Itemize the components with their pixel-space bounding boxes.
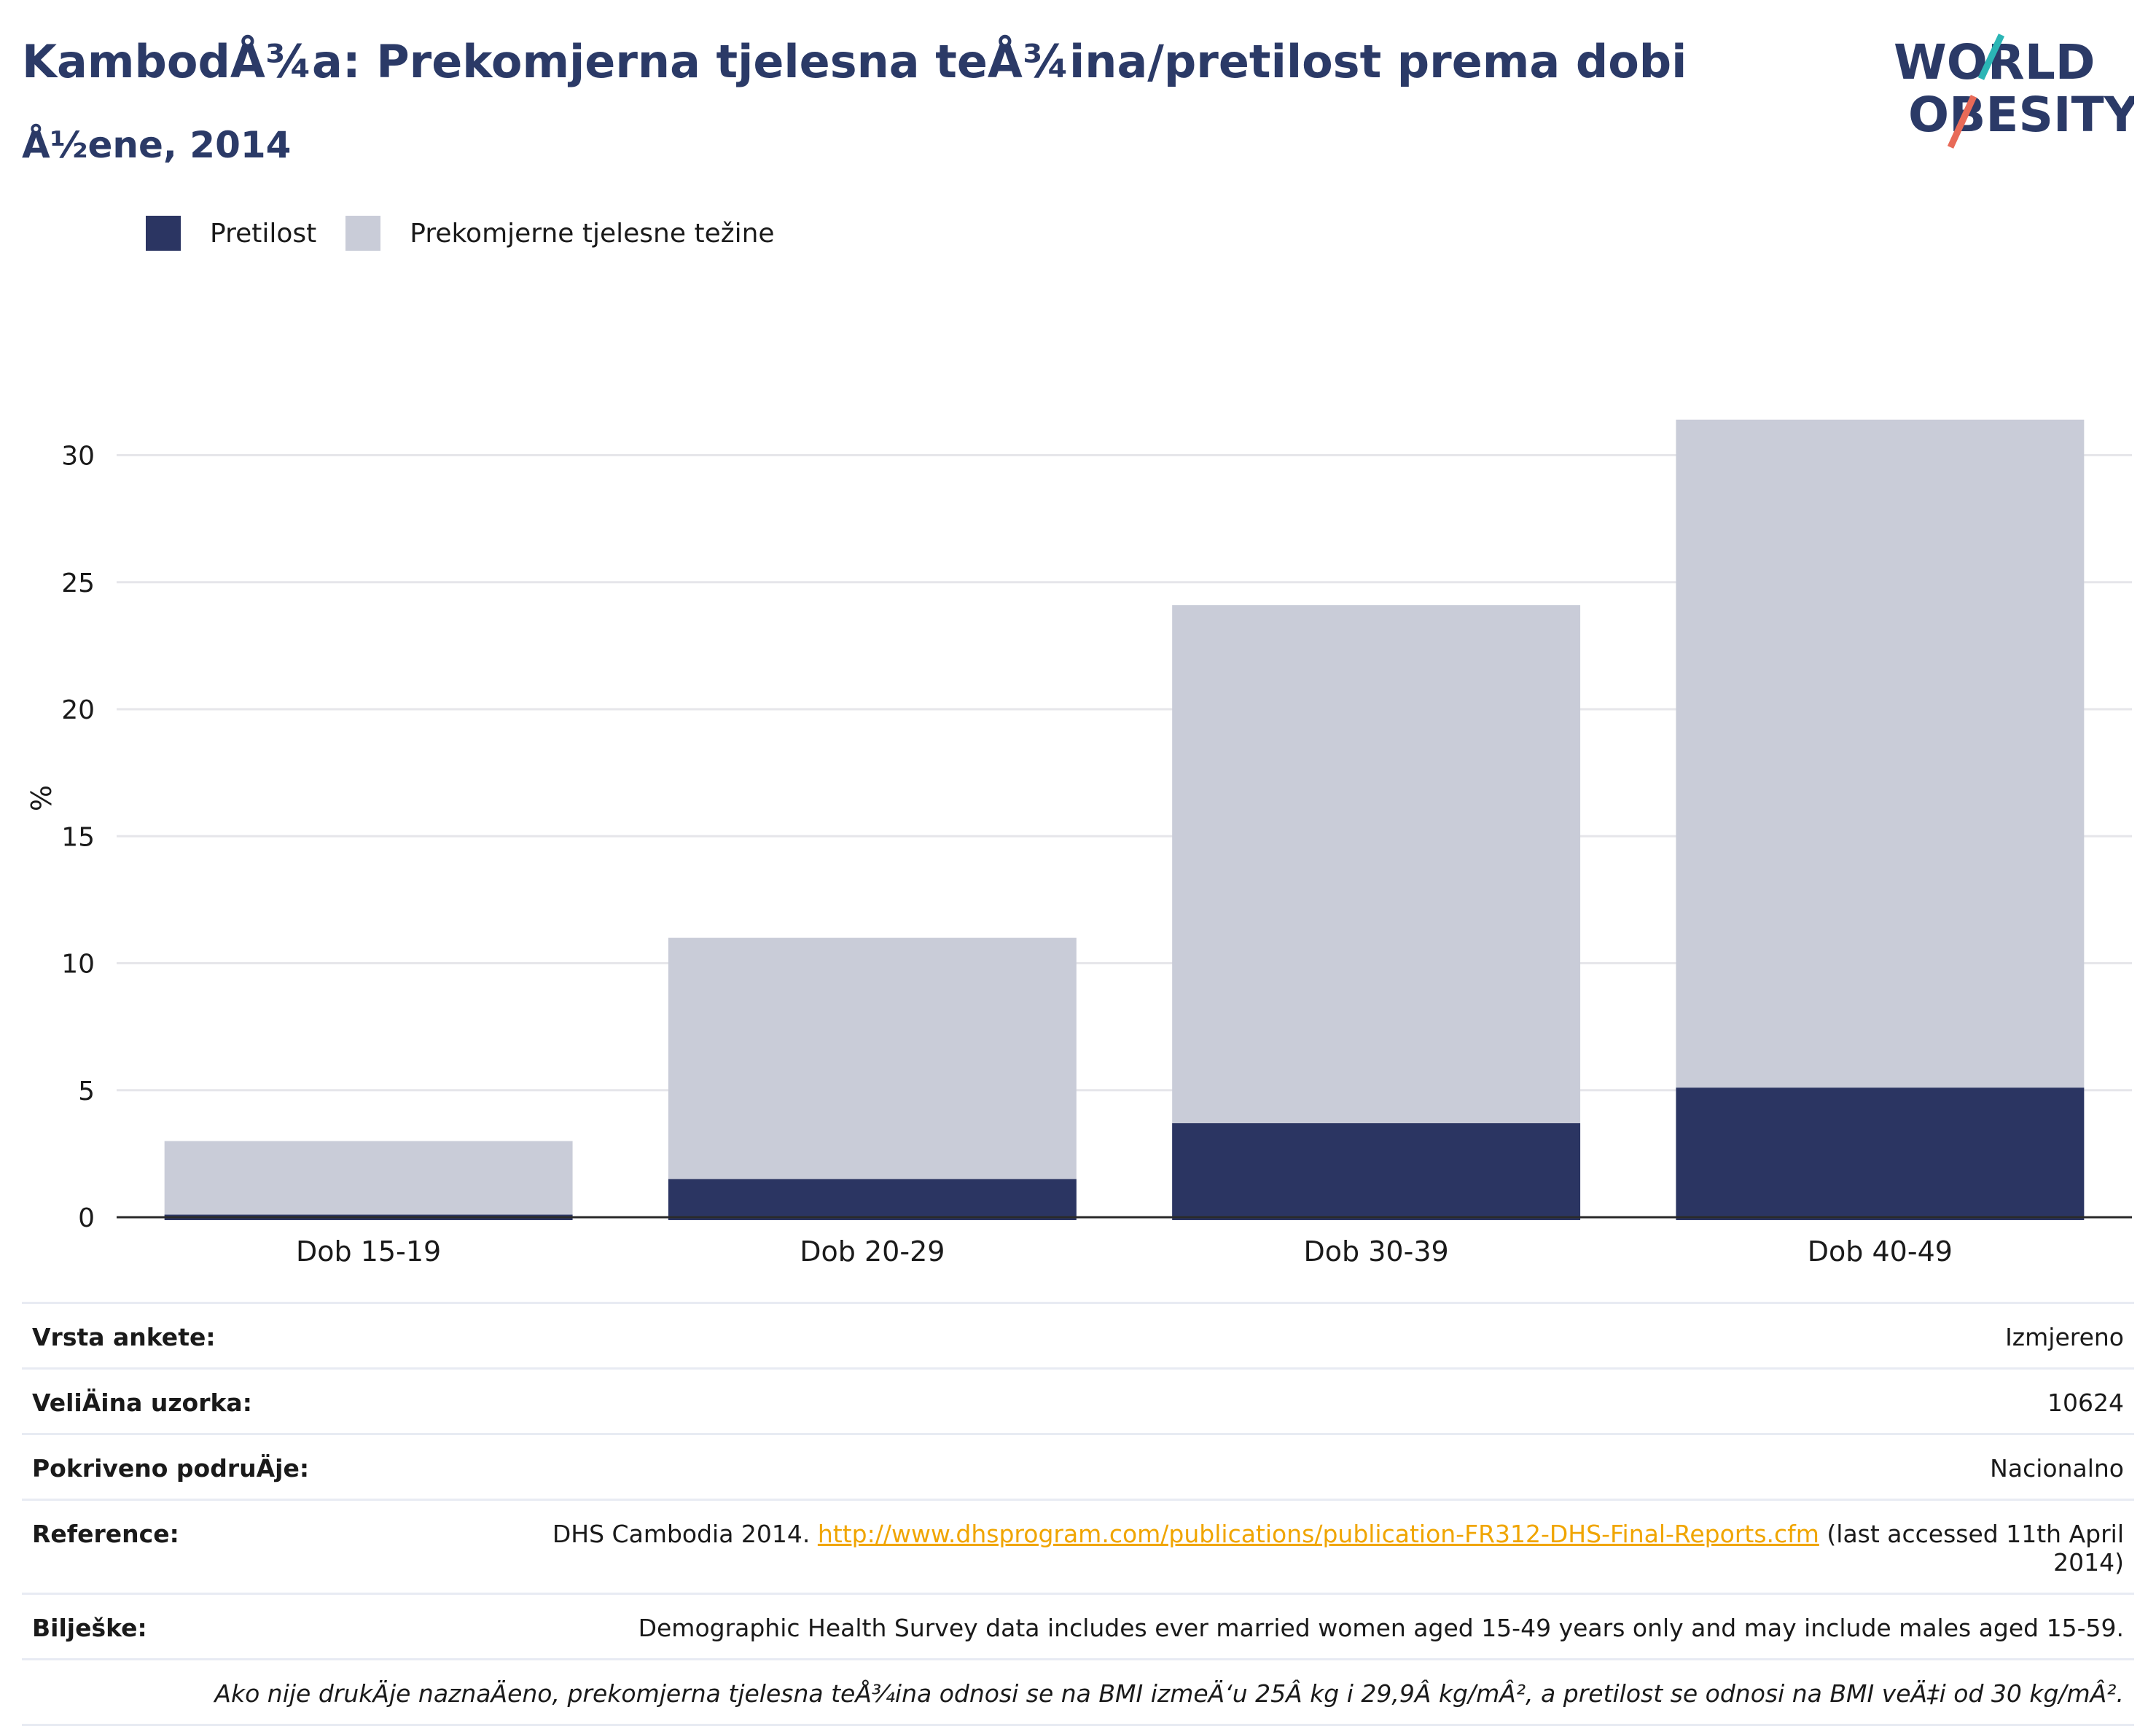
y-tick-label: 10 [61, 950, 95, 980]
y-tick-label: 25 [61, 569, 95, 598]
survey-info-table: Vrsta ankete: Izmjereno VeliÄ ina uzorka… [22, 1302, 2134, 1726]
x-tick-label: Dob 40-49 [1808, 1235, 1953, 1268]
bar-obesity [1172, 1123, 1580, 1220]
x-tick-label: Dob 15-19 [296, 1235, 441, 1268]
area-covered-value: Nacionalno [1990, 1454, 2124, 1483]
area-covered-label: Pokriveno podruÄ je: [32, 1454, 309, 1483]
y-axis-label: % [26, 785, 58, 811]
notes-value: Demographic Health Survey data includes … [638, 1614, 2124, 1642]
table-row-area-covered: Pokriveno podruÄ je: Nacionalno [22, 1433, 2134, 1499]
survey-type-value: Izmjereno [2005, 1323, 2124, 1351]
bar-chart: 0 5 10 15 20 25 30% Dob 15-19 Dob 20-29 Dob 30-39… [0, 0, 2156, 1283]
y-tick-label: 5 [78, 1077, 95, 1106]
y-tick-label: 15 [61, 822, 95, 852]
y-tick-label: 0 [78, 1203, 95, 1233]
reference-suffix: (last accessed 11th April 2014) [1819, 1520, 2124, 1577]
y-tick-label: 30 [61, 442, 95, 472]
bar-obesity [668, 1179, 1077, 1220]
x-tick-label: Dob 30-39 [1304, 1235, 1449, 1268]
table-row-reference: Reference: DHS Cambodia 2014. http://www… [22, 1499, 2134, 1593]
table-row-sample-size: VeliÄ ina uzorka: 10624 [22, 1367, 2134, 1433]
sample-size-label: VeliÄ ina uzorka: [32, 1389, 252, 1417]
table-row-definition-note: Ako nije drukÄ je naznaÄ eno, prekomjern… [22, 1658, 2134, 1726]
y-tick-label: 20 [61, 695, 95, 725]
notes-label: Bilješke: [32, 1614, 147, 1642]
definition-note: Ako nije drukÄ je naznaÄ eno, prekomjern… [32, 1679, 2124, 1708]
reference-link[interactable]: http://www.dhsprogram.com/publications/p… [818, 1520, 1819, 1548]
bar-overweight [165, 1141, 573, 1217]
reference-value: DHS Cambodia 2014. http://www.dhsprogram… [520, 1520, 2124, 1577]
survey-type-label: Vrsta ankete: [32, 1323, 216, 1351]
table-row-notes: Bilješke: Demographic Health Survey data… [22, 1593, 2134, 1658]
x-tick-label: Dob 20-29 [800, 1235, 945, 1268]
reference-label: Reference: [32, 1520, 179, 1577]
bar-obesity [1676, 1087, 2084, 1220]
sample-size-value: 10624 [2047, 1389, 2124, 1417]
bar-overweight [668, 938, 1077, 1217]
reference-prefix: DHS Cambodia 2014. [552, 1520, 818, 1548]
table-row-survey-type: Vrsta ankete: Izmjereno [22, 1302, 2134, 1367]
